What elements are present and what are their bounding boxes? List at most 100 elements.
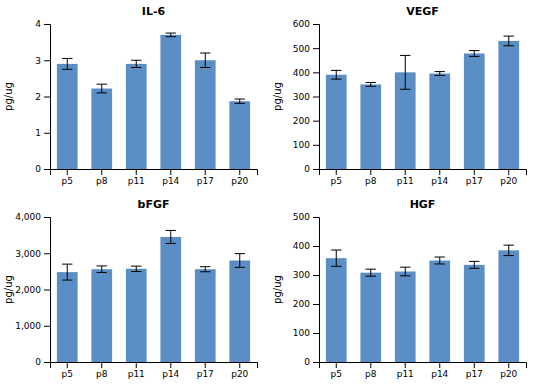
tick: 200 xyxy=(293,116,319,126)
tick-label: p14 xyxy=(162,176,179,186)
bar xyxy=(195,60,216,169)
error-cap xyxy=(235,99,245,100)
error-line xyxy=(67,264,68,280)
tick-mark xyxy=(239,362,240,368)
tick-label: 3 xyxy=(35,56,41,66)
tick: 2,000 xyxy=(15,285,50,295)
error-bar xyxy=(469,261,479,268)
tick: 500 xyxy=(293,44,319,54)
error-line xyxy=(170,33,171,37)
y-axis-label: pg/ug xyxy=(272,82,283,111)
tick-mark xyxy=(170,362,171,368)
error-cap xyxy=(435,71,445,72)
tick-label: p5 xyxy=(331,369,342,379)
y-axis: 0100200300400500 xyxy=(293,212,320,367)
tick: 600 xyxy=(293,19,319,29)
tick-label: p8 xyxy=(365,176,377,186)
error-cap xyxy=(435,257,445,258)
error-bar xyxy=(435,257,445,264)
tick-mark xyxy=(136,169,137,175)
title: HGF xyxy=(410,198,436,211)
error-bar xyxy=(131,60,141,67)
tick-mark xyxy=(474,362,475,368)
error-cap xyxy=(235,103,245,104)
tick-mark xyxy=(313,48,319,49)
tick-mark xyxy=(205,362,206,368)
tick: 1 xyxy=(35,128,50,138)
error-line xyxy=(370,82,371,86)
error-line xyxy=(439,72,440,76)
tick-mark xyxy=(313,217,319,218)
error-line xyxy=(405,55,406,89)
tick-mark xyxy=(239,169,240,175)
tick-mark xyxy=(474,169,475,175)
tick: p11 xyxy=(397,169,414,186)
axis-line xyxy=(44,25,51,170)
panel: 0100200300400500600p5p8p11p14p17p20VEGFp… xyxy=(272,5,527,186)
tick-mark xyxy=(313,121,319,122)
tick-label: p17 xyxy=(466,369,483,379)
tick-mark xyxy=(439,362,440,368)
error-bar xyxy=(97,266,107,273)
title: IL-6 xyxy=(142,5,166,18)
tick: p17 xyxy=(197,362,214,379)
error-bar xyxy=(62,264,72,280)
bar xyxy=(57,64,78,169)
y-axis-label: pg/ug xyxy=(3,82,14,111)
tick-mark xyxy=(44,133,50,134)
tick-mark xyxy=(44,362,50,363)
bar xyxy=(498,250,519,362)
error-bar xyxy=(435,72,445,76)
error-line xyxy=(205,267,206,272)
tick-mark xyxy=(508,169,509,175)
bar xyxy=(57,272,78,362)
tick-mark xyxy=(313,97,319,98)
error-cap xyxy=(200,67,210,68)
error-bar xyxy=(504,36,514,46)
figure: 01234p5p8p11p14p17p20IL-6pg/ug0100200300… xyxy=(0,0,538,386)
error-line xyxy=(474,261,475,268)
tick: 300 xyxy=(293,92,319,102)
tick-label: p11 xyxy=(128,369,145,379)
tick-label: p20 xyxy=(500,369,517,379)
axis-line xyxy=(313,218,320,363)
axis-line xyxy=(320,170,527,176)
tick-mark xyxy=(44,253,50,254)
error-cap xyxy=(366,276,376,277)
tick: 100 xyxy=(293,328,319,338)
tick: p17 xyxy=(466,362,483,379)
bar xyxy=(229,101,250,169)
tick-label: 3,000 xyxy=(15,249,41,259)
tick-mark xyxy=(44,217,50,218)
tick: p20 xyxy=(231,169,248,186)
tick-mark xyxy=(44,326,50,327)
x-axis: p5p8p11p14p17p20 xyxy=(51,169,258,186)
tick-label: 4 xyxy=(35,19,41,29)
tick-label: 2,000 xyxy=(15,285,41,295)
tick-mark xyxy=(508,362,509,368)
panel: 01,0002,0003,0004,000p5p8p11p14p17p20bFG… xyxy=(3,198,258,379)
bar xyxy=(464,265,485,362)
tick-mark xyxy=(313,333,319,334)
bar xyxy=(126,64,147,169)
tick: 0 xyxy=(304,357,319,367)
tick: p5 xyxy=(62,169,73,186)
error-bar xyxy=(235,254,245,268)
error-cap xyxy=(366,82,376,83)
error-line xyxy=(336,70,337,79)
plot-area xyxy=(57,230,250,362)
error-line xyxy=(239,99,240,103)
plot-area xyxy=(326,245,519,362)
tick-mark xyxy=(44,290,50,291)
error-line xyxy=(101,266,102,273)
tick-label: 400 xyxy=(293,241,310,251)
error-bar xyxy=(400,55,410,89)
y-axis-label: pg/ug xyxy=(3,275,14,304)
tick-mark xyxy=(313,145,319,146)
error-cap xyxy=(469,261,479,262)
error-cap xyxy=(131,60,141,61)
bar xyxy=(360,84,381,169)
tick-mark xyxy=(370,169,371,175)
error-line xyxy=(336,250,337,266)
error-cap xyxy=(331,70,341,71)
